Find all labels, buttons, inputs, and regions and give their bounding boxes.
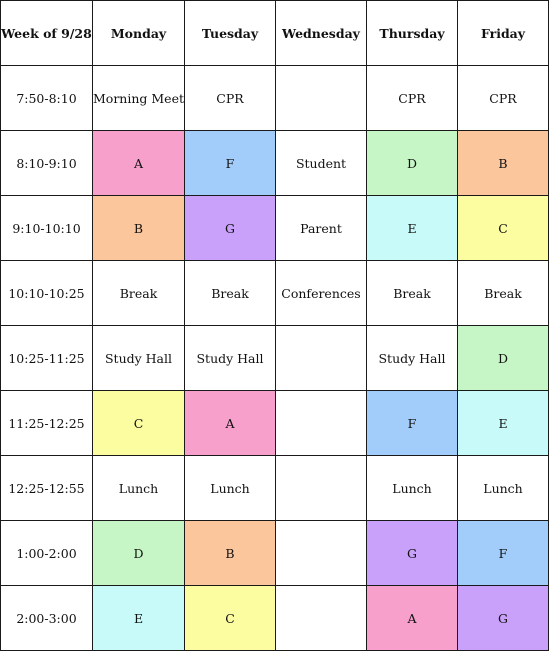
schedule-cell-friday: CPR	[457, 65, 549, 131]
schedule-cell-friday: G	[457, 585, 549, 651]
schedule-cell-friday: Break	[457, 260, 549, 326]
schedule-cell-tuesday: Study Hall	[184, 325, 276, 391]
schedule-cell-thursday: G	[366, 520, 458, 586]
schedule-cell-friday: C	[457, 195, 549, 261]
schedule-cell-thursday: F	[366, 390, 458, 456]
schedule-cell-thursday: Study Hall	[366, 325, 458, 391]
schedule-cell-monday: Morning Meet	[92, 65, 185, 131]
schedule-cell-friday: D	[457, 325, 549, 391]
schedule-cell-thursday: E	[366, 195, 458, 261]
schedule-row: 12:25-12:55 Lunch Lunch Lunch Lunch	[0, 455, 549, 521]
time-slot-label: 7:50-8:10	[0, 65, 93, 131]
schedule-cell-tuesday: A	[184, 390, 276, 456]
schedule-cell-wednesday	[275, 520, 367, 586]
schedule-cell-wednesday	[275, 585, 367, 651]
schedule-row: 10:25-11:25 Study Hall Study Hall Study Hal…	[0, 325, 549, 391]
header-row: Week of 9/28 Monday Tuesday Wednesday Th…	[0, 0, 549, 66]
schedule-cell-tuesday: F	[184, 130, 276, 196]
schedule-cell-tuesday: Lunch	[184, 455, 276, 521]
time-slot-label: 2:00-3:00	[0, 585, 93, 651]
time-slot-label: 9:10-10:10	[0, 195, 93, 261]
schedule-cell-friday: E	[457, 390, 549, 456]
schedule-cell-friday: B	[457, 130, 549, 196]
schedule-cell-monday: D	[92, 520, 185, 586]
schedule-cell-tuesday: Break	[184, 260, 276, 326]
schedule-cell-tuesday: G	[184, 195, 276, 261]
schedule-row: 7:50-8:10 Morning Meet CPR CPR CPR	[0, 65, 549, 131]
schedule-cell-thursday: A	[366, 585, 458, 651]
schedule-cell-wednesday	[275, 65, 367, 131]
time-slot-label: 1:00-2:00	[0, 520, 93, 586]
time-slot-label: 11:25-12:25	[0, 390, 93, 456]
schedule-cell-thursday: CPR	[366, 65, 458, 131]
schedule-cell-tuesday: B	[184, 520, 276, 586]
schedule-cell-tuesday: CPR	[184, 65, 276, 131]
schedule-cell-monday: Break	[92, 260, 185, 326]
time-slot-label: 12:25-12:55	[0, 455, 93, 521]
time-slot-label: 10:10-10:25	[0, 260, 93, 326]
schedule-row: 9:10-10:10 B G Parent E C	[0, 195, 549, 261]
week-label: Week of 9/28	[0, 0, 93, 66]
schedule-cell-thursday: D	[366, 130, 458, 196]
schedule-cell-wednesday	[275, 325, 367, 391]
schedule-cell-monday: Study Hall	[92, 325, 185, 391]
schedule-cell-monday: Lunch	[92, 455, 185, 521]
schedule-cell-wednesday: Conferences	[275, 260, 367, 326]
schedule-cell-wednesday: Parent	[275, 195, 367, 261]
day-header-monday: Monday	[92, 0, 185, 66]
schedule-cell-wednesday	[275, 390, 367, 456]
schedule-cell-monday: B	[92, 195, 185, 261]
schedule-cell-thursday: Break	[366, 260, 458, 326]
day-header-thursday: Thursday	[366, 0, 458, 66]
schedule-cell-wednesday	[275, 455, 367, 521]
schedule-cell-friday: Lunch	[457, 455, 549, 521]
day-header-friday: Friday	[457, 0, 549, 66]
weekly-schedule-table: Week of 9/28 Monday Tuesday Wednesday Th…	[0, 0, 549, 651]
schedule-row: 10:10-10:25 Break Break Conferences Break Bre…	[0, 260, 549, 326]
time-slot-label: 10:25-11:25	[0, 325, 93, 391]
schedule-cell-friday: F	[457, 520, 549, 586]
schedule-cell-tuesday: C	[184, 585, 276, 651]
schedule-cell-monday: A	[92, 130, 185, 196]
schedule-row: 1:00-2:00 D B G F	[0, 520, 549, 586]
schedule-cell-thursday: Lunch	[366, 455, 458, 521]
schedule-row: 11:25-12:25 C A F E	[0, 390, 549, 456]
schedule-cell-monday: E	[92, 585, 185, 651]
schedule-row: 2:00-3:00 E C A G	[0, 585, 549, 651]
day-header-tuesday: Tuesday	[184, 0, 276, 66]
schedule-cell-wednesday: Student	[275, 130, 367, 196]
time-slot-label: 8:10-9:10	[0, 130, 93, 196]
schedule-row: 8:10-9:10 A F Student D B	[0, 130, 549, 196]
day-header-wednesday: Wednesday	[275, 0, 367, 66]
schedule-cell-monday: C	[92, 390, 185, 456]
